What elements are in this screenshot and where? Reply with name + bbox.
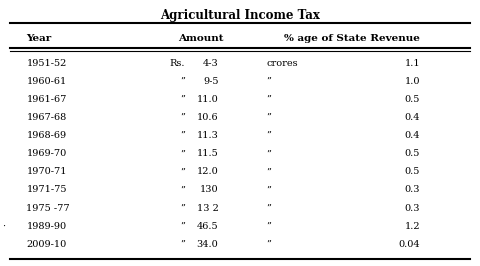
Text: 1971-75: 1971-75 (26, 185, 67, 194)
Text: ”: ” (180, 77, 185, 86)
Text: 0.4: 0.4 (405, 113, 420, 122)
Text: 0.5: 0.5 (405, 95, 420, 104)
Text: ”: ” (266, 95, 271, 104)
Text: 130: 130 (200, 185, 218, 194)
Text: Year: Year (26, 34, 52, 43)
Text: ”: ” (266, 185, 271, 194)
Text: ”: ” (180, 95, 185, 104)
Text: ”: ” (180, 185, 185, 194)
Text: 1967-68: 1967-68 (26, 113, 67, 122)
Text: 46.5: 46.5 (197, 222, 218, 231)
Text: ”: ” (266, 77, 271, 86)
Text: 1.2: 1.2 (404, 222, 420, 231)
Text: 1951-52: 1951-52 (26, 59, 67, 68)
Text: ”: ” (266, 113, 271, 122)
Text: 0.5: 0.5 (405, 167, 420, 176)
Text: 11.0: 11.0 (197, 95, 218, 104)
Text: 9-5: 9-5 (203, 77, 218, 86)
Text: 1.1: 1.1 (404, 59, 420, 68)
Text: 1989-90: 1989-90 (26, 222, 67, 231)
Text: 1975 -77: 1975 -77 (26, 203, 70, 213)
Text: Amount: Amount (178, 34, 223, 43)
Text: 13 2: 13 2 (196, 203, 218, 213)
Text: 2009-10: 2009-10 (26, 240, 67, 249)
Text: ”: ” (180, 222, 185, 231)
Text: 4-3: 4-3 (203, 59, 218, 68)
Text: 12.0: 12.0 (197, 167, 218, 176)
Text: 34.0: 34.0 (197, 240, 218, 249)
Text: 1969-70: 1969-70 (26, 149, 67, 158)
Text: % age of State Revenue: % age of State Revenue (284, 34, 420, 43)
Text: 10.6: 10.6 (197, 113, 218, 122)
Text: ”: ” (180, 113, 185, 122)
Text: ”: ” (180, 203, 185, 213)
Text: 11.3: 11.3 (196, 131, 218, 140)
Text: ”: ” (180, 149, 185, 158)
Text: ”: ” (180, 167, 185, 176)
Text: ”: ” (266, 167, 271, 176)
Text: 1970-71: 1970-71 (26, 167, 67, 176)
Text: Agricultural Income Tax: Agricultural Income Tax (160, 9, 320, 22)
Text: 11.5: 11.5 (197, 149, 218, 158)
Text: crores: crores (266, 59, 298, 68)
Text: ”: ” (266, 131, 271, 140)
Text: 1968-69: 1968-69 (26, 131, 67, 140)
Text: 0.04: 0.04 (398, 240, 420, 249)
Text: 0.5: 0.5 (405, 149, 420, 158)
Text: ·: · (2, 222, 6, 231)
Text: 1961-67: 1961-67 (26, 95, 67, 104)
Text: Rs.: Rs. (169, 59, 185, 68)
Text: 0.3: 0.3 (405, 185, 420, 194)
Text: ”: ” (180, 240, 185, 249)
Text: ”: ” (266, 203, 271, 213)
Text: 0.3: 0.3 (405, 203, 420, 213)
Text: ”: ” (266, 240, 271, 249)
Text: ”: ” (266, 222, 271, 231)
Text: 1960-61: 1960-61 (26, 77, 67, 86)
Text: 0.4: 0.4 (405, 131, 420, 140)
Text: 1.0: 1.0 (405, 77, 420, 86)
Text: ”: ” (180, 131, 185, 140)
Text: ”: ” (266, 149, 271, 158)
